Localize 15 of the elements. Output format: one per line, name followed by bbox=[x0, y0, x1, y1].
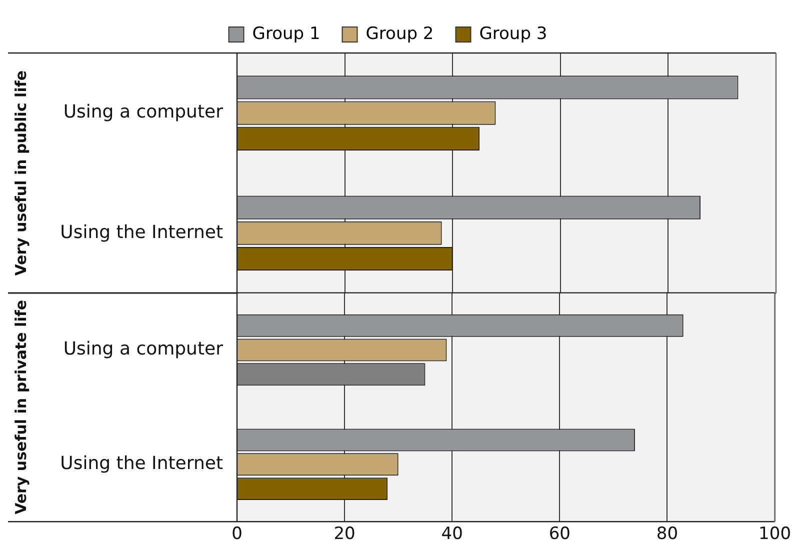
y-tick-label: Using a computer bbox=[63, 339, 224, 360]
legend-label: Group 1 bbox=[252, 24, 320, 44]
x-tick-label: 100 bbox=[758, 524, 792, 545]
y-tick-label: Using the Internet bbox=[60, 222, 223, 243]
legend-label: Group 3 bbox=[479, 24, 548, 44]
x-tick-label: 60 bbox=[548, 524, 570, 545]
x-tick-label: 80 bbox=[656, 524, 678, 545]
y-tick-label: Using the Internet bbox=[60, 453, 223, 474]
y-axis-title: Very useful in public life bbox=[12, 70, 30, 276]
y-tick-label: Using a computer bbox=[63, 102, 224, 123]
x-tick-label: 40 bbox=[441, 524, 463, 545]
legend-label: Group 2 bbox=[366, 24, 434, 44]
y-axis-title: Very useful in private life bbox=[12, 300, 30, 515]
x-tick-label: 0 bbox=[232, 524, 242, 545]
x-tick-label: 20 bbox=[334, 524, 356, 545]
